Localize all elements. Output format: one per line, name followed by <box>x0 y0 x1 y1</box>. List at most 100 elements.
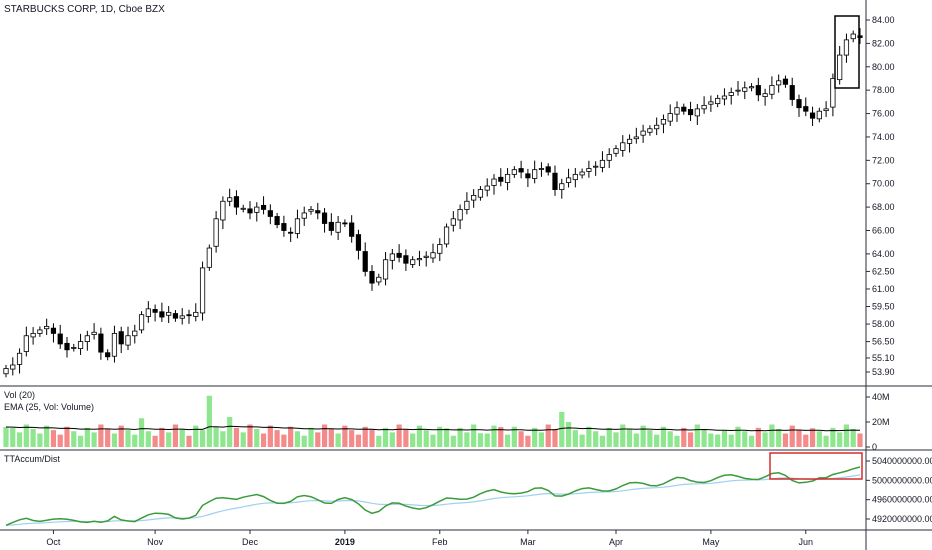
candle-body <box>721 95 728 100</box>
volume-bar <box>742 431 748 447</box>
volume-bar <box>552 429 558 447</box>
candle-body <box>396 252 402 258</box>
volume-bar <box>118 425 124 447</box>
indicator-axis: 5040000000.00 5000000000.00 4960000000.00 4… <box>866 456 932 524</box>
volume-bar <box>586 426 592 447</box>
candle-body <box>681 106 687 112</box>
candle-body <box>715 97 721 105</box>
volume-bar <box>84 427 90 447</box>
volume-bar <box>267 425 273 447</box>
y-tick-label: 70.00 <box>872 179 895 189</box>
volume-bar <box>803 434 809 447</box>
volume-pane[interactable] <box>3 395 863 447</box>
candle-body <box>247 208 253 214</box>
volume-bar <box>30 429 36 447</box>
candle-body <box>301 212 307 219</box>
volume-bar <box>728 434 734 447</box>
volume-bar <box>715 434 721 447</box>
volume-bar <box>762 432 768 447</box>
volume-bar <box>504 434 511 447</box>
volume-bar <box>701 429 707 447</box>
volume-bar <box>274 430 280 447</box>
volume-bar <box>484 433 490 447</box>
volume-axis: 40M 20M 0 <box>866 392 890 452</box>
candle-body <box>335 221 341 233</box>
candle-body <box>498 176 504 182</box>
candle-body <box>172 313 179 319</box>
candle-body <box>748 86 755 89</box>
volume-bar <box>823 435 829 447</box>
volume-bar <box>498 427 504 447</box>
candle-body <box>830 78 836 108</box>
volume-bar <box>172 424 179 447</box>
candlestick-pane[interactable] <box>3 28 863 378</box>
volume-bar <box>708 433 714 447</box>
volume-bar <box>620 424 626 447</box>
volume-bar <box>254 429 260 447</box>
candle-body <box>742 87 748 92</box>
candle-body <box>179 315 185 319</box>
candle-body <box>837 54 843 81</box>
candle-body <box>694 108 700 117</box>
candle-body <box>288 231 294 234</box>
volume-bar <box>199 430 206 447</box>
candle-body <box>227 197 233 202</box>
volume-bar <box>179 429 185 447</box>
volume-bar <box>145 431 151 447</box>
candle-body <box>484 185 490 191</box>
y-tick-label: 5040000000.00 <box>872 456 932 466</box>
volume-bar <box>606 427 612 447</box>
volume-bar <box>857 433 863 447</box>
candle-body <box>504 173 511 183</box>
volume-bar <box>376 435 382 447</box>
volume-bar <box>776 429 782 447</box>
volume-bar <box>437 426 443 447</box>
candle-body <box>220 200 226 221</box>
volume-bar <box>450 435 456 447</box>
candle-body <box>491 178 497 186</box>
volume-bar <box>599 435 606 447</box>
candle-body <box>593 165 599 168</box>
candle-body <box>586 168 592 172</box>
volume-bar <box>579 434 585 447</box>
candle-body <box>437 244 443 254</box>
volume-bar <box>850 429 856 447</box>
volume-bar <box>471 424 477 447</box>
y-tick-label: 64.00 <box>872 249 895 259</box>
candle-body <box>626 138 633 144</box>
volume-bar <box>674 435 680 447</box>
time-axis: Oct Nov Dec 2019 Feb Mar Apr May Jun <box>46 530 813 547</box>
volume-bar <box>111 433 118 447</box>
y-tick-label: 59.50 <box>872 302 895 312</box>
y-tick-label: 4920000000.00 <box>872 514 932 524</box>
candle-body <box>477 189 484 198</box>
volume-bar <box>71 431 77 447</box>
volume-bar <box>491 425 497 447</box>
candle-body <box>572 173 578 181</box>
candle-body <box>98 333 104 353</box>
volume-bar <box>423 430 429 447</box>
candle-body <box>823 108 829 112</box>
y-tick-label: 61.00 <box>872 284 895 294</box>
chart-title: STARBUCKS CORP, 1D, Cboe BZX <box>4 4 165 15</box>
candle-body <box>315 210 321 214</box>
candle-body <box>71 347 77 349</box>
y-tick-label: 40M <box>872 392 890 402</box>
volume-bar <box>782 433 789 447</box>
accum-dist-pane[interactable] <box>5 466 861 526</box>
candle-body <box>518 168 524 173</box>
candle-body <box>755 85 761 96</box>
candle-body <box>206 247 212 268</box>
candle-body <box>654 124 660 130</box>
candle-body <box>674 107 680 115</box>
volume-bar <box>193 425 199 447</box>
x-tick-label: Dec <box>242 537 259 547</box>
candle-body <box>464 200 470 210</box>
accum-signal-line <box>5 474 861 526</box>
candle-body <box>84 335 90 342</box>
candle-body <box>620 142 626 151</box>
candle-body <box>362 251 368 272</box>
candle-body <box>789 85 795 100</box>
candle-body <box>349 222 355 237</box>
